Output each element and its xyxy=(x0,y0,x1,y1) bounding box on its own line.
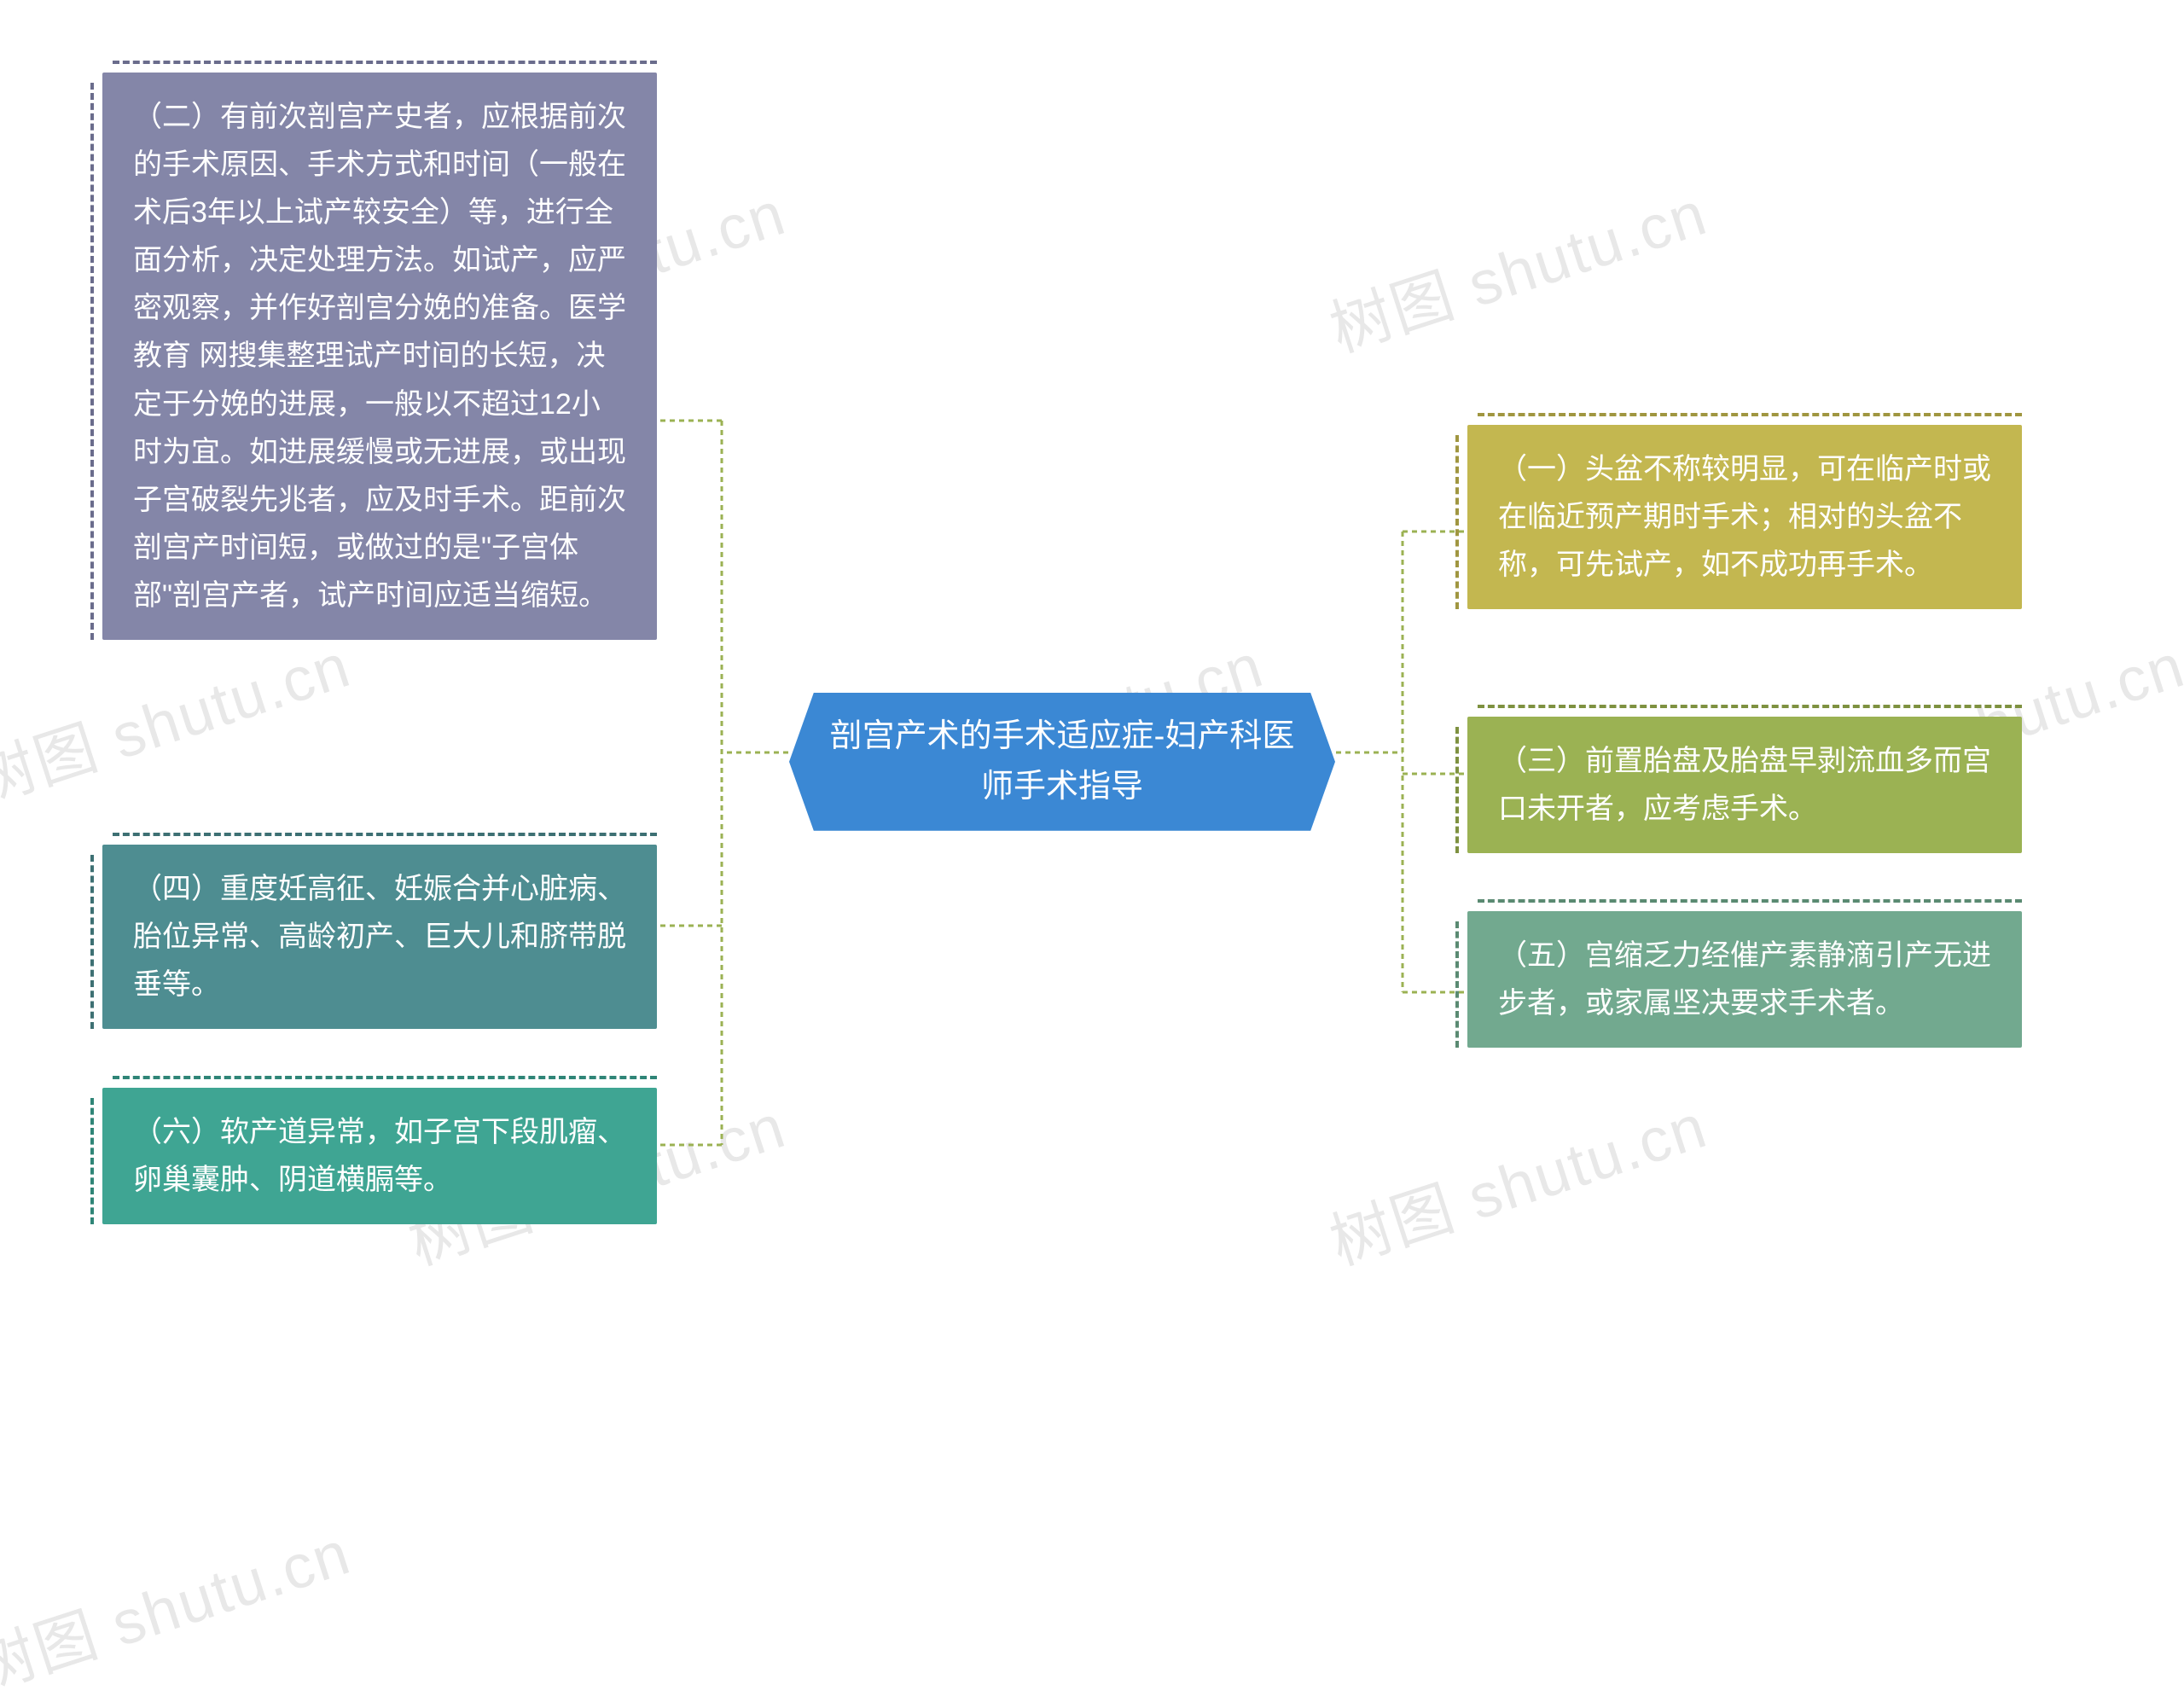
center-node: 剖宫产术的手术适应症-妇产科医师手术指导 xyxy=(789,693,1335,831)
node-dash-left xyxy=(1455,435,1459,609)
node-n3: （三）前置胎盘及胎盘早剥流血多而宫口未开者，应考虑手术。 xyxy=(1467,717,2022,853)
node-text: （三）前置胎盘及胎盘早剥流血多而宫口未开者，应考虑手术。 xyxy=(1498,745,1991,825)
watermark: 树图 shutu.cn xyxy=(1317,163,1716,369)
node-dash-top xyxy=(113,833,657,836)
node-text: （一）头盆不称较明显，可在临产时或在临近预产期时手术；相对的头盆不称，可先试产，… xyxy=(1498,453,1991,581)
node-text: （二）有前次剖宫产史者，应根据前次的手术原因、手术方式和时间（一般在术后3年以上… xyxy=(133,101,626,612)
node-n5: （五）宫缩乏力经催产素静滴引产无进步者，或家属坚决要求手术者。 xyxy=(1467,911,2022,1048)
node-dash-left xyxy=(90,83,94,640)
watermark: 树图 shutu.cn xyxy=(1317,1076,1716,1281)
node-dash-left xyxy=(1455,727,1459,853)
node-dash-left xyxy=(90,1098,94,1224)
node-n2: （二）有前次剖宫产史者，应根据前次的手术原因、手术方式和时间（一般在术后3年以上… xyxy=(102,73,657,640)
node-text: （四）重度妊高征、妊娠合并心脏病、胎位异常、高龄初产、巨大儿和脐带脱垂等。 xyxy=(133,873,626,1001)
node-n4: （四）重度妊高征、妊娠合并心脏病、胎位异常、高龄初产、巨大儿和脐带脱垂等。 xyxy=(102,845,657,1029)
node-n1: （一）头盆不称较明显，可在临产时或在临近预产期时手术；相对的头盆不称，可先试产，… xyxy=(1467,425,2022,609)
node-dash-top xyxy=(1478,705,2022,708)
node-dash-left xyxy=(1455,921,1459,1048)
center-node-text: 剖宫产术的手术适应症-妇产科医师手术指导 xyxy=(830,718,1295,805)
node-dash-top xyxy=(113,61,657,64)
node-n6: （六）软产道异常，如子宫下段肌瘤、卵巢囊肿、阴道横膈等。 xyxy=(102,1088,657,1224)
node-text: （五）宫缩乏力经催产素静滴引产无进步者，或家属坚决要求手术者。 xyxy=(1498,939,1991,1020)
diagram-canvas: 树图 shutu.cn树图 shutu.cn树图 shutu.cn树图 shut… xyxy=(0,0,2184,1357)
node-dash-top xyxy=(1478,899,2022,903)
node-dash-top xyxy=(113,1076,657,1079)
watermark: 树图 shutu.cn xyxy=(0,1502,360,1708)
node-dash-top xyxy=(1478,413,2022,416)
node-dash-left xyxy=(90,855,94,1029)
node-text: （六）软产道异常，如子宫下段肌瘤、卵巢囊肿、阴道横膈等。 xyxy=(133,1116,626,1196)
watermark: 树图 shutu.cn xyxy=(0,615,360,821)
